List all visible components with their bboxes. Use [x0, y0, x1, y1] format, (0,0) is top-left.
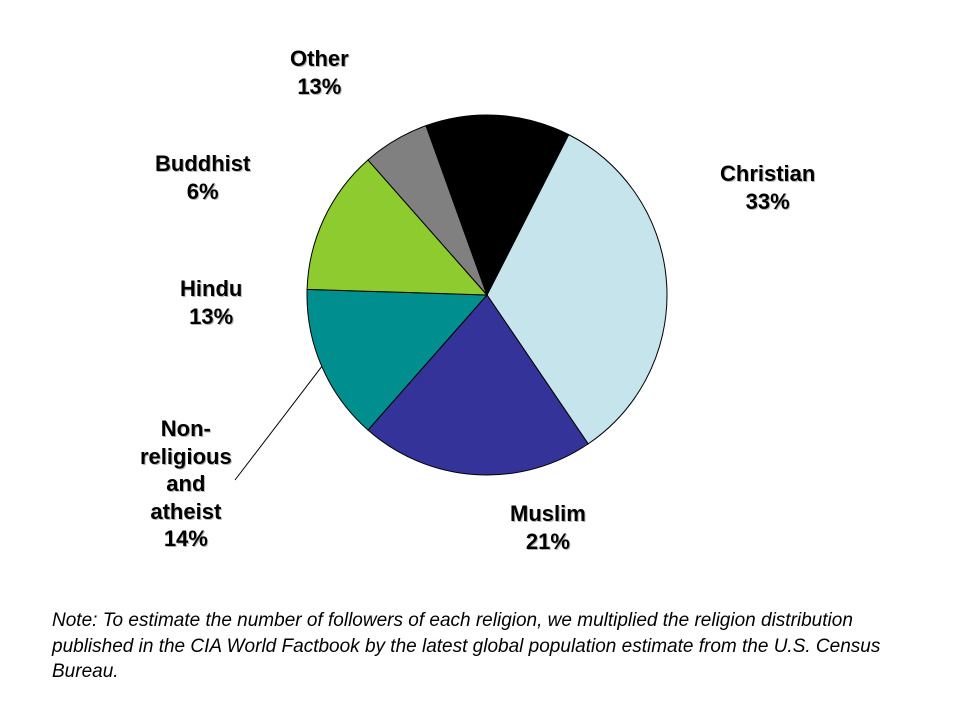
slice-label-buddhist: Buddhist 6% — [155, 150, 250, 205]
chart-container: Christian 33% Muslim 21% Non- religious an… — [0, 0, 960, 720]
footnote: Note: To estimate the number of follower… — [52, 608, 912, 685]
slice-label-christian: Christian 33% — [720, 160, 815, 215]
slice-label-muslim: Muslim 21% — [510, 500, 586, 555]
leader-line — [235, 366, 322, 480]
slice-label-hindu: Hindu 13% — [180, 275, 242, 330]
slice-label-non-religious-and-atheist: Non- religious and atheist 14% — [140, 415, 232, 553]
slice-label-other: Other 13% — [290, 45, 349, 100]
